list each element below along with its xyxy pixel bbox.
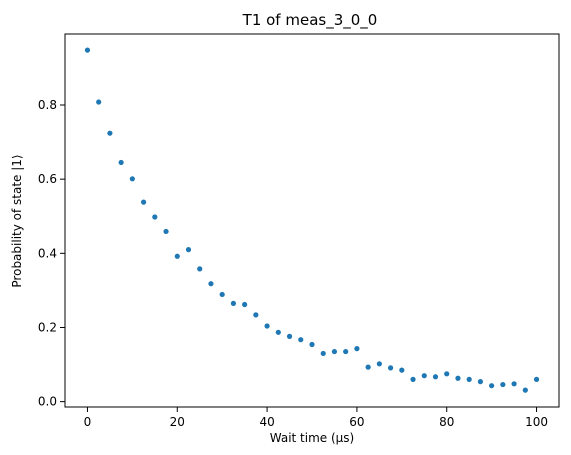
data-point	[230, 300, 237, 306]
data-point	[219, 291, 225, 298]
data-point	[343, 348, 349, 355]
data-point	[522, 387, 528, 393]
data-point	[152, 214, 158, 220]
data-point	[444, 371, 450, 377]
data-point	[399, 367, 405, 373]
y-axis: 0.0 0.2 0.4 0.6 0.8	[38, 98, 65, 409]
data-point	[197, 266, 203, 272]
data-point	[264, 323, 270, 329]
data-point	[466, 376, 472, 382]
y-tick-label: 0.8	[38, 98, 57, 112]
data-point	[432, 374, 439, 380]
data-point	[511, 381, 517, 387]
data-point	[320, 350, 326, 357]
data-point	[96, 99, 102, 105]
data-point	[242, 301, 248, 308]
data-point	[129, 176, 135, 182]
data-point	[376, 361, 382, 367]
x-axis: 0 20 40 60 80 100	[84, 407, 548, 429]
x-tick-label: 40	[259, 415, 274, 429]
y-tick-label: 0.2	[38, 320, 57, 334]
data-point	[331, 348, 338, 355]
data-point	[185, 247, 192, 253]
x-tick-label: 80	[439, 415, 454, 429]
data-point	[208, 281, 214, 287]
x-tick-label: 0	[84, 415, 92, 429]
data-point	[118, 159, 124, 166]
data-point	[533, 376, 540, 382]
y-tick-label: 0.6	[38, 172, 57, 186]
data-point	[387, 365, 394, 371]
axes-frame	[64, 33, 560, 408]
y-tick-label: 0.4	[38, 246, 57, 260]
y-axis-label: Probability of state |1⟩	[10, 154, 24, 287]
data-point	[410, 376, 416, 382]
chart-title: T1 of meas_3_0_0	[242, 11, 378, 30]
data-point	[174, 253, 180, 259]
x-tick-label: 60	[349, 415, 364, 429]
data-point	[140, 199, 147, 205]
data-point	[286, 333, 293, 339]
data-point	[84, 47, 91, 53]
data-point	[107, 130, 113, 136]
plot-area	[84, 47, 540, 393]
x-axis-label: Wait time (µs)	[270, 431, 354, 445]
y-tick-label: 0.0	[38, 395, 57, 409]
data-point	[163, 228, 169, 235]
x-tick-label: 100	[525, 415, 548, 429]
data-point	[489, 383, 495, 389]
x-tick-label: 20	[170, 415, 185, 429]
data-point	[253, 312, 259, 318]
data-point	[365, 364, 371, 370]
data-point	[354, 346, 360, 352]
data-point	[309, 341, 315, 348]
data-point	[500, 381, 506, 388]
data-point	[421, 373, 427, 379]
data-point	[275, 329, 281, 335]
data-point	[477, 379, 484, 385]
data-point	[298, 337, 304, 343]
data-point	[455, 375, 461, 381]
